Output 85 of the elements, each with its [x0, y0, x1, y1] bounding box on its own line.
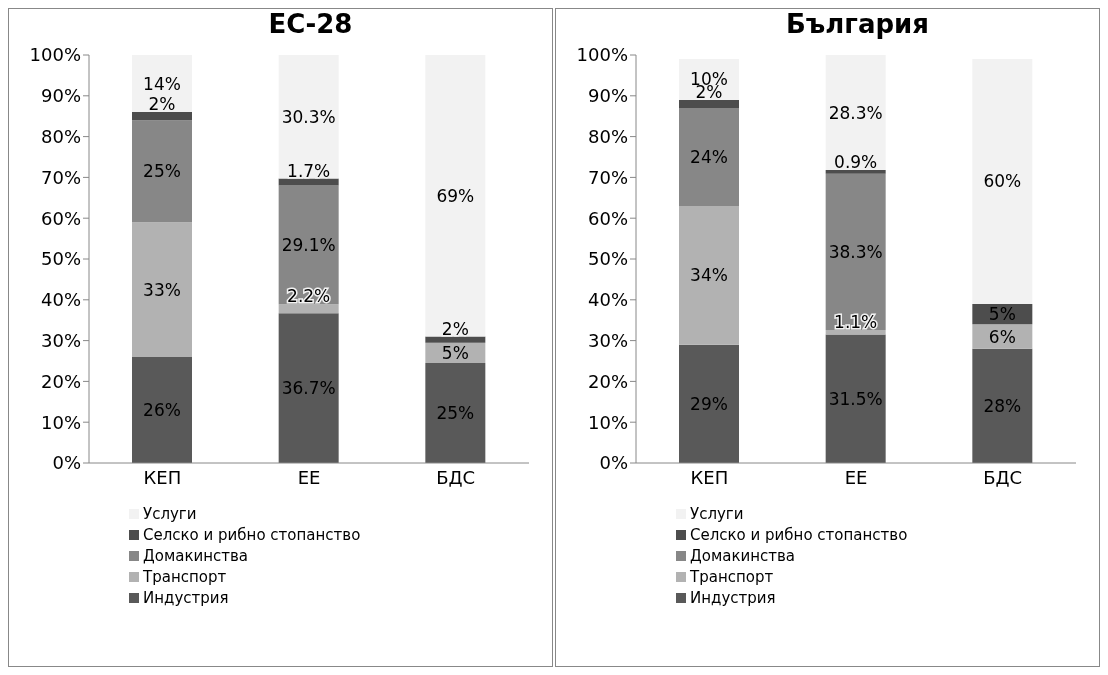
bar [679, 205, 739, 345]
data-label: 28% [983, 395, 1022, 416]
y-tick-label: 100% [29, 44, 81, 66]
y-tick-label: 80% [587, 125, 628, 147]
bar [825, 173, 886, 330]
data-label: 25% [143, 161, 181, 182]
data-label: 34% [690, 265, 728, 286]
bar [425, 336, 486, 343]
bar [972, 59, 1033, 304]
data-label: 1.1% [834, 311, 878, 332]
y-tick-label: 30% [40, 329, 81, 351]
y-tick-label: 100% [576, 44, 628, 66]
data-label: 1.7% [287, 160, 331, 181]
data-label: 24% [690, 147, 728, 167]
x-tick-label: БДС [436, 466, 476, 488]
y-tick-label: 40% [40, 289, 81, 311]
bar [679, 99, 739, 109]
bar [679, 344, 739, 463]
data-label: 31.5% [828, 388, 883, 409]
data-label: 60% [983, 171, 1022, 192]
legend-label: Услуги [142, 503, 198, 524]
y-tick-label: 70% [40, 166, 81, 188]
data-label: 30.3% [281, 106, 336, 127]
bar [425, 363, 486, 463]
legend-label: Транспорт [689, 566, 775, 587]
bar [972, 348, 1033, 463]
bar [278, 313, 339, 463]
bar [278, 178, 339, 186]
data-label: 5% [441, 342, 469, 363]
y-tick-label: 30% [587, 329, 628, 351]
data-label: 69% [436, 185, 475, 206]
chart-title: България [784, 9, 931, 41]
y-tick-label: 40% [587, 289, 628, 311]
data-label: 38.3% [828, 241, 883, 262]
y-tick-label: 10% [587, 411, 628, 433]
data-label: 0.9% [834, 152, 878, 173]
x-tick-label: ЕЕ [297, 466, 321, 488]
data-label: 26% [143, 399, 181, 420]
y-tick-label: 90% [40, 85, 81, 107]
y-tick-label: 50% [40, 248, 81, 270]
legend-label: Домакинства [142, 545, 250, 566]
y-tick-label: 0% [599, 452, 628, 474]
data-label: 14% [143, 73, 181, 94]
data-label: 25% [436, 403, 475, 424]
bar [825, 334, 886, 463]
y-tick-label: 20% [40, 370, 81, 392]
y-tick-label: 90% [587, 85, 628, 107]
data-label: 2% [148, 94, 176, 115]
bar [825, 170, 886, 174]
legend-label: Индустрия [142, 587, 230, 608]
legend-label: Селско и рибно стопанство [142, 524, 362, 545]
chart-title: ЕС-28 [267, 9, 354, 41]
y-tick-label: 60% [40, 207, 81, 229]
bar [132, 356, 192, 463]
bar [132, 112, 192, 121]
y-tick-label: 50% [587, 248, 628, 270]
data-label: 29.1% [281, 234, 336, 255]
bar [425, 55, 486, 337]
data-label: 29% [690, 393, 728, 414]
data-label: 36.7% [281, 378, 336, 399]
y-tick-label: 0% [52, 452, 81, 474]
bar [278, 304, 339, 314]
legend-label: Индустрия [689, 587, 777, 608]
data-label: 28.3% [828, 102, 883, 123]
bar [679, 108, 739, 206]
legend-label: Услуги [689, 503, 745, 524]
data-label: 6% [988, 326, 1016, 347]
data-label: 33% [143, 279, 181, 300]
data-label: 5% [988, 304, 1016, 325]
x-tick-label: КЕП [690, 466, 729, 488]
x-tick-label: ЕЕ [844, 466, 868, 488]
x-tick-label: КЕП [143, 466, 182, 488]
legend-label: Транспорт [142, 566, 228, 587]
y-tick-label: 80% [40, 125, 81, 147]
legend-label: Селско и рибно стопанство [689, 524, 909, 545]
x-tick-label: БДС [983, 466, 1023, 488]
y-tick-label: 20% [587, 370, 628, 392]
data-label: 2% [441, 318, 469, 339]
bar [132, 120, 192, 223]
legend-label: Домакинства [689, 545, 797, 566]
y-tick-label: 70% [587, 166, 628, 188]
bar [132, 222, 192, 357]
y-tick-label: 60% [587, 207, 628, 229]
data-label: 2.2% [287, 286, 331, 307]
y-tick-label: 10% [40, 411, 81, 433]
